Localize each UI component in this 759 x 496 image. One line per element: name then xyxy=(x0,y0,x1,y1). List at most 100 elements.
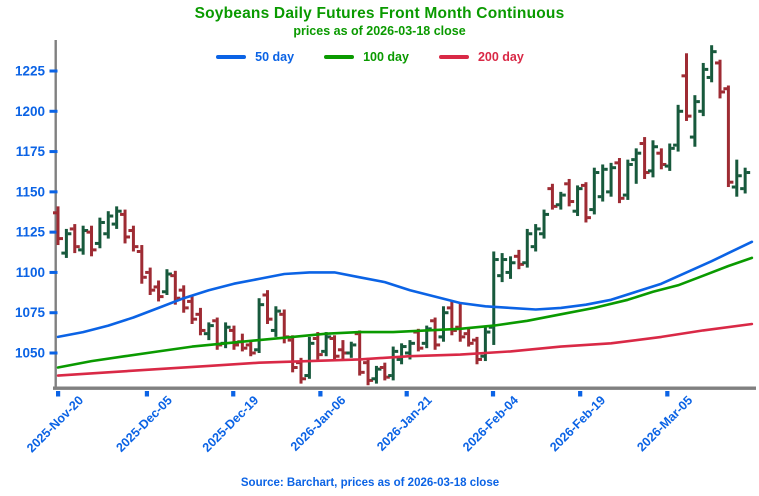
ohlc-range xyxy=(408,340,412,360)
ohlc-bar xyxy=(337,340,348,360)
open-tick xyxy=(589,208,593,212)
close-tick xyxy=(478,357,482,361)
open-tick xyxy=(706,75,711,79)
close-tick xyxy=(243,346,248,350)
close-tick xyxy=(713,50,717,54)
ohlc-range xyxy=(366,357,370,386)
ohlc-bar xyxy=(136,245,147,284)
ohlc-bar xyxy=(547,183,558,210)
open-tick xyxy=(606,190,610,194)
close-tick xyxy=(578,187,583,191)
open-tick xyxy=(371,377,376,381)
close-tick xyxy=(92,248,97,252)
open-tick xyxy=(254,348,258,352)
close-tick xyxy=(671,146,675,150)
open-tick xyxy=(120,212,124,216)
close-tick xyxy=(545,212,550,216)
ohlc-bar xyxy=(664,143,675,171)
close-tick xyxy=(570,200,575,204)
ohlc-range xyxy=(500,253,504,283)
ohlc-bar xyxy=(698,62,709,117)
open-tick xyxy=(329,336,334,340)
close-tick xyxy=(210,324,214,328)
ohlc-range xyxy=(358,330,362,376)
open-tick xyxy=(170,274,174,278)
open-tick xyxy=(354,332,359,336)
ohlc-bar xyxy=(61,228,72,258)
open-tick xyxy=(438,335,443,339)
ohlc-bar xyxy=(505,256,516,279)
ohlc-range xyxy=(324,332,328,357)
open-tick xyxy=(715,61,719,65)
ohlc-bar xyxy=(111,206,122,229)
ohlc-range xyxy=(659,148,663,170)
ohlc-bar xyxy=(354,330,365,376)
ohlc-bar xyxy=(120,209,131,244)
legend-item-50-day: 50 day xyxy=(216,50,294,64)
ohlc-range xyxy=(349,341,353,358)
open-tick xyxy=(639,142,644,146)
close-tick xyxy=(654,145,658,149)
ohlc-bar xyxy=(145,267,156,295)
close-tick xyxy=(419,346,424,350)
ohlc-range xyxy=(106,211,110,239)
ohlc-bar xyxy=(614,158,625,204)
open-tick xyxy=(480,354,484,358)
ohlc-range xyxy=(64,228,68,258)
ohlc-range xyxy=(676,104,680,152)
open-tick xyxy=(505,270,510,274)
x-tick xyxy=(665,391,670,397)
ohlc-range xyxy=(710,45,714,83)
ohlc-bar xyxy=(304,336,315,379)
open-tick xyxy=(346,351,350,355)
ohlc-range xyxy=(291,335,295,373)
ohlc-range xyxy=(140,245,144,284)
open-tick xyxy=(430,319,434,323)
close-tick xyxy=(118,209,122,213)
close-tick xyxy=(327,335,332,339)
open-tick xyxy=(522,261,526,265)
ohlc-range xyxy=(601,164,605,202)
ohlc-bar xyxy=(673,104,684,152)
close-tick xyxy=(746,171,751,175)
close-tick xyxy=(67,232,72,236)
ohlc-range xyxy=(333,335,337,360)
open-tick xyxy=(513,254,518,258)
y-tick xyxy=(49,351,58,355)
open-tick xyxy=(153,285,158,289)
y-tick xyxy=(49,69,58,73)
x-tick xyxy=(578,391,583,397)
ohlc-bar xyxy=(480,327,491,362)
close-tick xyxy=(151,288,156,292)
open-tick xyxy=(279,312,283,316)
legend-swatch-200-day-icon xyxy=(438,55,469,59)
ohlc-range xyxy=(735,159,739,197)
close-tick xyxy=(377,367,382,371)
ohlc-bar xyxy=(228,325,239,350)
close-tick xyxy=(176,296,181,300)
open-tick xyxy=(698,109,702,113)
x-tick xyxy=(404,391,409,397)
ohlc-range xyxy=(492,251,496,345)
open-tick xyxy=(681,74,686,78)
open-tick xyxy=(136,249,141,253)
open-tick xyxy=(673,143,677,147)
open-tick xyxy=(69,227,74,231)
open-tick xyxy=(689,135,694,139)
ohlc-bar xyxy=(589,167,600,215)
y-tick xyxy=(49,311,58,315)
close-tick xyxy=(646,171,650,175)
legend-label-50-day: 50 day xyxy=(255,50,295,64)
ohlc-range xyxy=(668,143,672,171)
open-tick xyxy=(287,338,292,342)
ohlc-range xyxy=(626,159,630,200)
ohlc-bar xyxy=(379,362,390,381)
open-tick xyxy=(597,195,602,199)
ohlc-bar xyxy=(740,167,751,194)
close-tick xyxy=(394,349,399,353)
source-note: Source: Barchart, prices as of 2026-03-1… xyxy=(240,477,500,489)
ohlc-range xyxy=(542,209,546,239)
close-tick xyxy=(101,220,105,224)
ohlc-range xyxy=(617,158,621,204)
ohlc-bar xyxy=(689,95,700,147)
